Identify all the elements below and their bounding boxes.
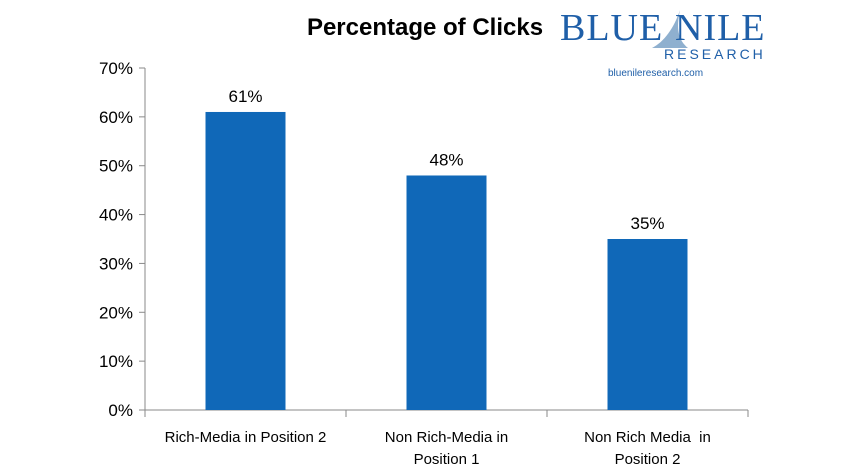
bar — [205, 111, 286, 410]
logo-fin-icon — [652, 10, 688, 48]
x-category-label: Non Rich-Media in — [385, 429, 508, 446]
logo-subtitle: RESEARCH — [664, 46, 766, 62]
logo-url: bluenileresearch.com — [608, 68, 704, 79]
y-tick-label: 20% — [99, 303, 133, 322]
x-category-label: Position 1 — [414, 451, 480, 468]
x-category-label: Position 2 — [615, 451, 681, 468]
bar-value-label: 48% — [429, 150, 463, 169]
bar — [406, 175, 487, 410]
bar-value-label: 35% — [630, 214, 664, 233]
chart-title: Percentage of Clicks — [306, 14, 544, 41]
y-tick-label: 40% — [99, 206, 133, 225]
y-tick-label: 70% — [99, 59, 133, 78]
blue-nile-logo: BLUE NILE RESEARCH bluenileresearch.com — [560, 6, 765, 84]
logo-word-blue: BLUE — [560, 7, 664, 49]
bar-value-label: 61% — [228, 87, 262, 106]
bar — [607, 239, 688, 410]
y-tick-label: 10% — [99, 352, 133, 371]
y-tick-label: 50% — [99, 157, 133, 176]
y-tick-label: 60% — [99, 108, 133, 127]
y-tick-label: 30% — [99, 254, 133, 273]
x-category-label: Non Rich Media in — [584, 429, 711, 446]
logo-word-nile: NILE — [675, 7, 766, 49]
x-category-label: Rich-Media in Position 2 — [165, 429, 327, 446]
y-tick-label: 0% — [108, 401, 133, 420]
